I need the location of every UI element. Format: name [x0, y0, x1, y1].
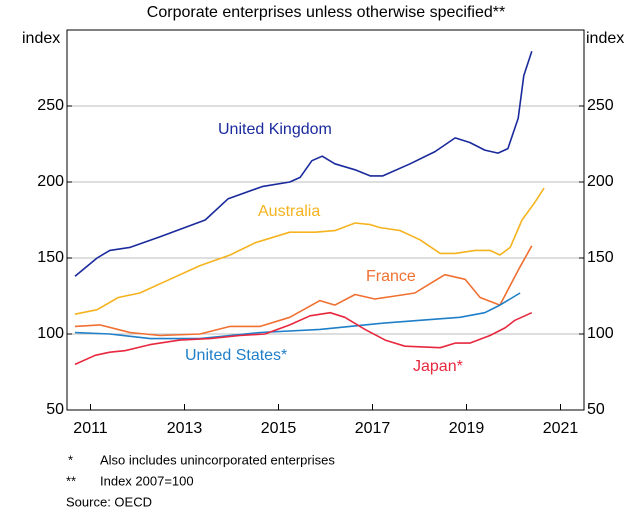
chart-title: Corporate enterprises unless otherwise s…: [147, 4, 505, 21]
x-tick-label: 2013: [167, 420, 203, 437]
x-tick-label: 2017: [355, 420, 391, 437]
series-label: United States*: [185, 347, 287, 364]
y2-tick-label: 50: [587, 401, 605, 418]
series-line: [74, 51, 533, 277]
note-marker: **: [66, 473, 76, 488]
y2-tick-label: 100: [587, 325, 614, 342]
series-label: United Kingdom: [218, 121, 332, 138]
series-line: [74, 187, 545, 315]
note-text: Index 2007=100: [100, 473, 194, 488]
x-tick-label: 2015: [261, 420, 297, 437]
y-tick-label: 150: [37, 249, 64, 266]
series-label: Japan*: [413, 358, 463, 375]
source: Source: OECD: [66, 494, 152, 509]
y2-tick-label: 200: [587, 173, 614, 190]
note-marker: *: [68, 452, 73, 467]
x-tick-label: 2019: [449, 420, 485, 437]
series-line: [74, 292, 521, 340]
y2-tick-label: 150: [587, 249, 614, 266]
y2-tick-label: 250: [587, 97, 614, 114]
y2-axis-label: index: [586, 30, 624, 47]
x-tick-label: 2011: [73, 420, 108, 437]
plot-frame: [66, 29, 585, 411]
series-line: [74, 311, 533, 366]
y-tick-label: 200: [37, 173, 64, 190]
series-label: France: [366, 268, 416, 285]
y-tick-label: 250: [37, 97, 64, 114]
series-line: [74, 245, 533, 337]
y-axis-label: index: [22, 30, 60, 47]
note-text: Also includes unincorporated enterprises: [100, 452, 335, 467]
x-tick-label: 2021: [543, 420, 579, 437]
y-tick-label: 100: [37, 325, 64, 342]
y-tick-label: 50: [46, 401, 64, 418]
series-label: Australia: [258, 203, 320, 220]
